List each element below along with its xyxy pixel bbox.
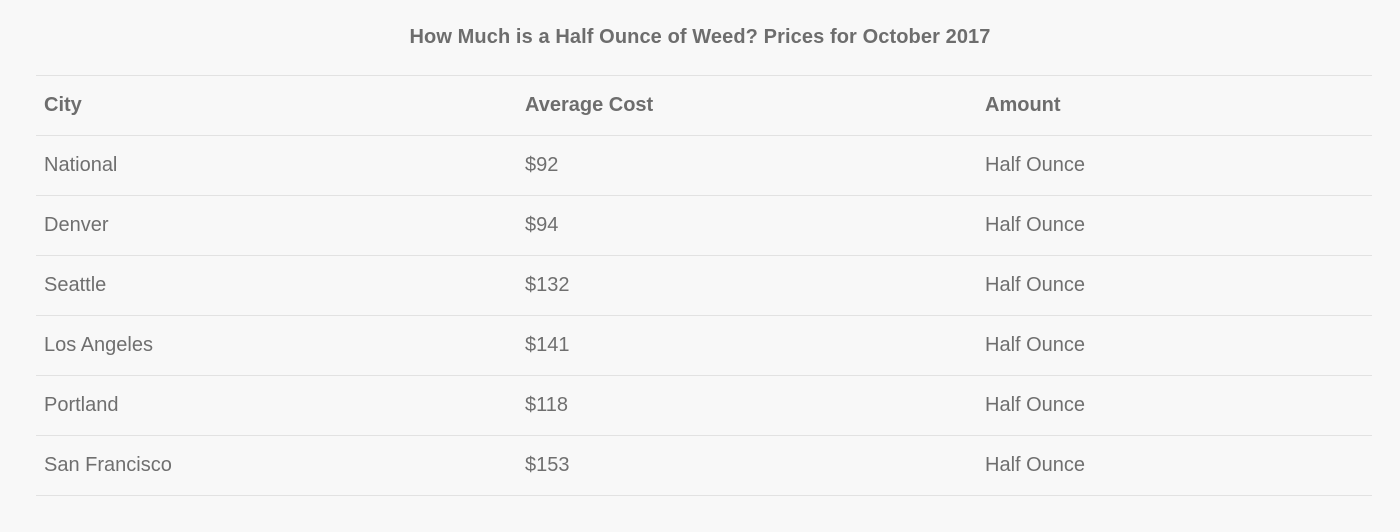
cell-amount: Half Ounce xyxy=(977,135,1372,196)
cell-amount: Half Ounce xyxy=(977,255,1372,316)
table-row: San Francisco $153 Half Ounce xyxy=(36,435,1372,496)
column-header-average-cost: Average Cost xyxy=(517,75,977,136)
table-header: City Average Cost Amount xyxy=(36,75,1372,136)
table-body: National $92 Half Ounce Denver $94 Half … xyxy=(36,135,1372,496)
table-row: National $92 Half Ounce xyxy=(36,135,1372,196)
header-row: City Average Cost Amount xyxy=(36,75,1372,136)
cell-average-cost: $153 xyxy=(517,435,977,496)
cell-average-cost: $94 xyxy=(517,195,977,256)
cell-average-cost: $141 xyxy=(517,315,977,376)
table-row: Seattle $132 Half Ounce xyxy=(36,255,1372,316)
cell-city: San Francisco xyxy=(36,435,517,496)
page-title: How Much is a Half Ounce of Weed? Prices… xyxy=(409,26,991,48)
cell-city: Seattle xyxy=(36,255,517,316)
cell-amount: Half Ounce xyxy=(977,435,1372,496)
cell-amount: Half Ounce xyxy=(977,315,1372,376)
cell-average-cost: $92 xyxy=(517,135,977,196)
cell-average-cost: $132 xyxy=(517,255,977,316)
cell-amount: Half Ounce xyxy=(977,375,1372,436)
table-row: Los Angeles $141 Half Ounce xyxy=(36,315,1372,376)
cell-city: National xyxy=(36,135,517,196)
table-row: Portland $118 Half Ounce xyxy=(36,375,1372,436)
column-header-amount: Amount xyxy=(977,75,1372,136)
cell-average-cost: $118 xyxy=(517,375,977,436)
table-row: Denver $94 Half Ounce xyxy=(36,195,1372,256)
cell-city: Denver xyxy=(36,195,517,256)
cell-city: Los Angeles xyxy=(36,315,517,376)
cell-amount: Half Ounce xyxy=(977,195,1372,256)
prices-table: City Average Cost Amount National $92 Ha… xyxy=(36,75,1372,496)
cell-city: Portland xyxy=(36,375,517,436)
column-header-city: City xyxy=(36,75,517,136)
